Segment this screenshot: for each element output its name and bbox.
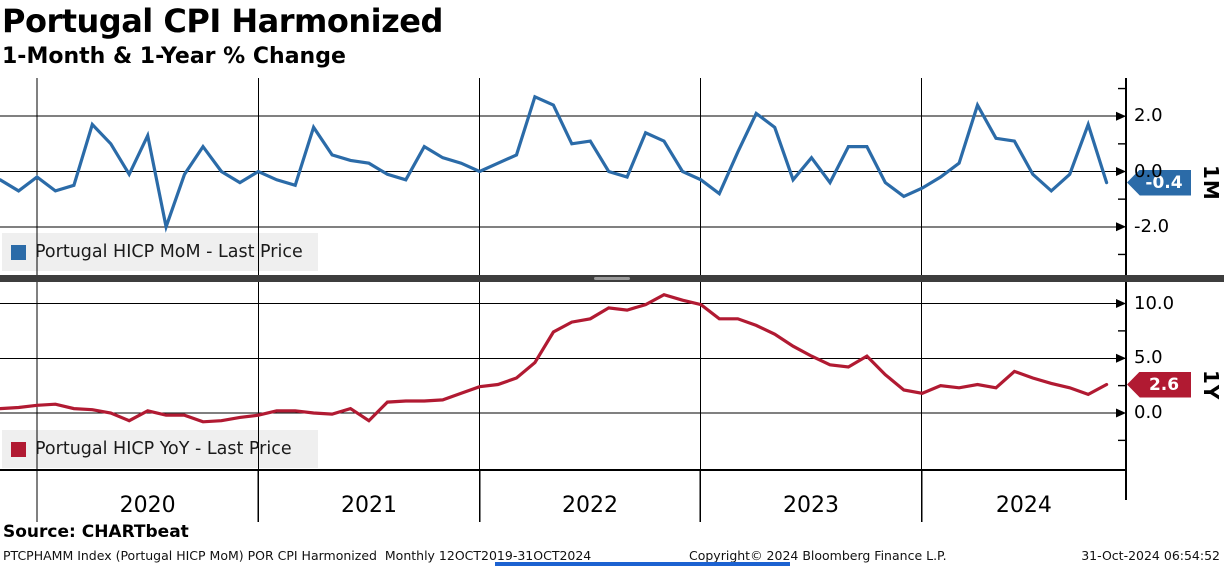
y-tick-label: 10.0 bbox=[1134, 292, 1175, 314]
legend-mom[interactable]: Portugal HICP MoM - Last Price bbox=[2, 233, 318, 271]
footer-ticker-description: PTCPHAMM Index (Portugal HICP MoM) POR C… bbox=[3, 548, 592, 563]
axis-arrow-tick-icon bbox=[1116, 222, 1126, 232]
series-line bbox=[0, 292, 1109, 424]
mom-last-price-tag: -0.4 bbox=[1127, 169, 1191, 196]
page-title: Portugal CPI Harmonized bbox=[2, 2, 443, 40]
series-line bbox=[0, 94, 1109, 233]
y-tick-label: 0.0 bbox=[1134, 160, 1163, 182]
axis-arrow-tick-icon bbox=[1116, 167, 1126, 176]
legend-background bbox=[2, 430, 318, 468]
panel-label-1y: 1Y bbox=[1199, 369, 1223, 401]
legend-yoy[interactable]: Portugal HICP YoY - Last Price bbox=[2, 430, 318, 468]
bottom-accent-bar bbox=[495, 562, 790, 566]
panel-separator-handle[interactable] bbox=[0, 275, 1224, 282]
footer-timestamp: 31-Oct-2024 06:54:52 bbox=[1081, 548, 1220, 563]
x-year-label: 2024 bbox=[995, 493, 1052, 518]
y-tick-label: 5.0 bbox=[1134, 347, 1163, 369]
x-year-label: 2023 bbox=[783, 493, 839, 518]
x-year-label: 2020 bbox=[119, 493, 176, 518]
y-tick-label: 0.0 bbox=[1134, 402, 1163, 423]
x-year-label: 2022 bbox=[562, 493, 618, 518]
axis-arrow-tick-icon bbox=[1116, 408, 1126, 418]
y-tick-label: 2.0 bbox=[1134, 105, 1163, 127]
panel-label-1m: 1M bbox=[1199, 165, 1223, 201]
axis-arrow-tick-icon bbox=[1116, 111, 1126, 121]
yoy-last-price-tag: 2.6 bbox=[1127, 371, 1191, 398]
source-label: Source: CHARTbeat bbox=[3, 522, 189, 542]
axis-arrow-tick-icon bbox=[1116, 299, 1126, 308]
page-subtitle: 1-Month & 1-Year % Change bbox=[2, 44, 346, 69]
x-year-label: 2021 bbox=[341, 493, 397, 518]
y-tick-label: -2.0 bbox=[1134, 215, 1170, 237]
yoy-series-swatch-icon bbox=[11, 441, 26, 457]
axis-arrow-tick-icon bbox=[1116, 353, 1126, 363]
separator-grip-icon bbox=[594, 277, 630, 280]
legend-background bbox=[2, 233, 318, 271]
mom-series-swatch-icon bbox=[11, 244, 26, 260]
footer-copyright: Copyright© 2024 Bloomberg Finance L.P. bbox=[689, 548, 947, 563]
legend-mom-label: Portugal HICP MoM - Last Price bbox=[35, 242, 303, 262]
legend-yoy-label: Portugal HICP YoY - Last Price bbox=[35, 439, 292, 459]
